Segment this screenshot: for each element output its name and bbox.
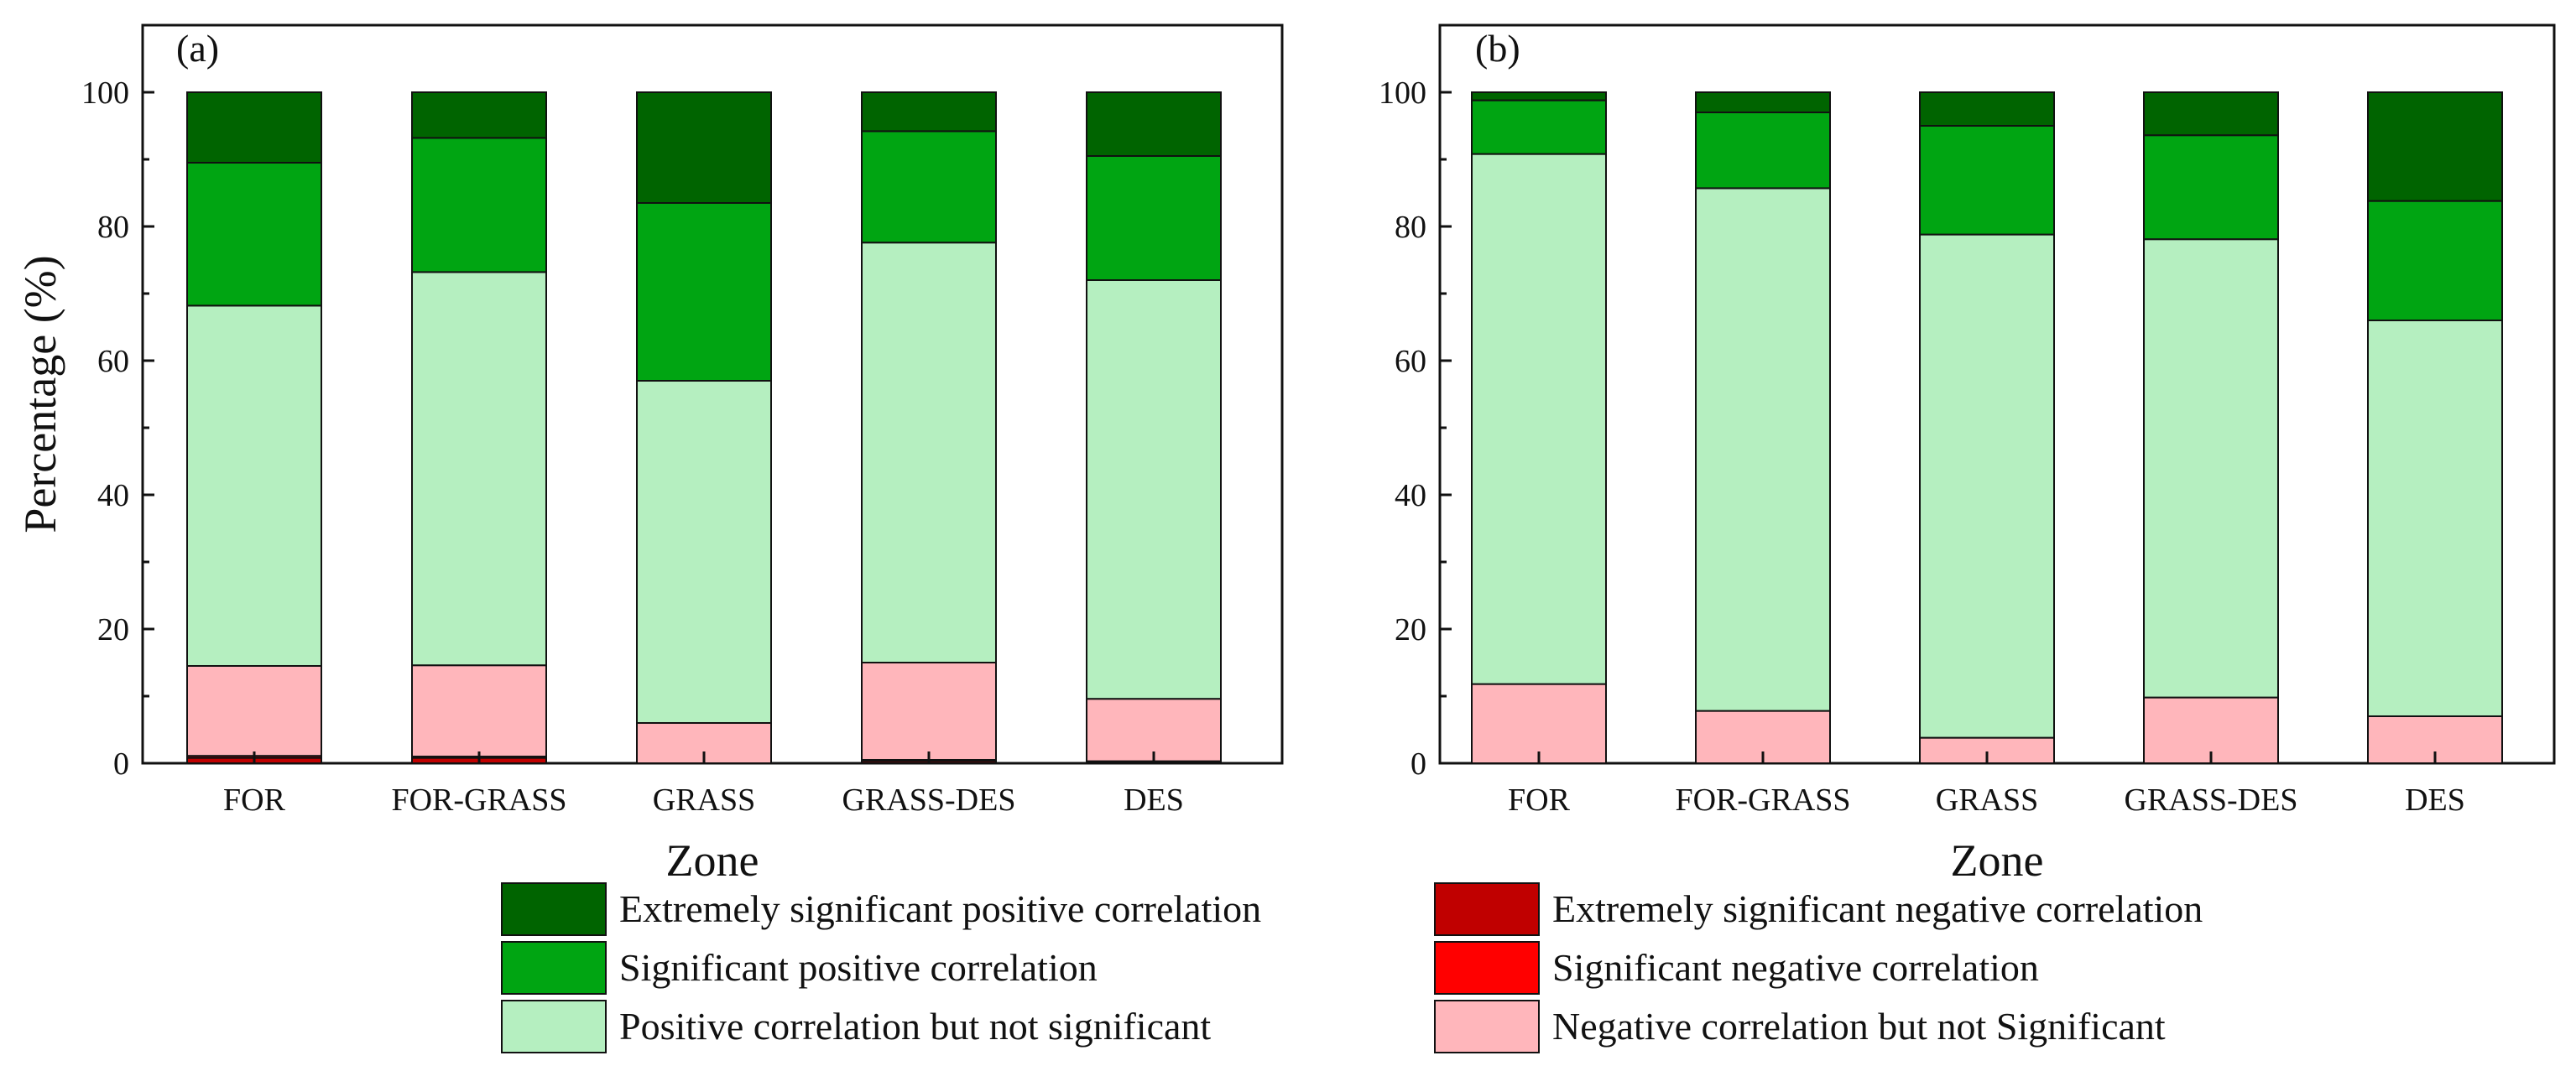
bar-segment-neg-not-sig — [861, 662, 997, 761]
bar-segment-pos-not-sig — [186, 304, 322, 667]
legend-label: Extremely significant positive correlati… — [619, 887, 1261, 930]
bar-segment-neg-not-sig — [411, 664, 547, 758]
bar-segment-sig-pos — [2367, 200, 2503, 321]
bar-segment-pos-not-sig — [411, 271, 547, 667]
bar-segment-extremely-sig-pos — [186, 91, 322, 164]
bar-segment-sig-pos — [861, 130, 997, 244]
panel-b: 0 20 40 60 80 100 FOR FOR-GRASS GRASS GRASS-DES D… — [1379, 23, 2556, 886]
bar-segment-sig-pos — [1919, 125, 2055, 236]
bar-segment-neg-not-sig — [1471, 683, 1607, 764]
y-tick-label: 40 — [1395, 478, 1426, 513]
legend-item: Significant positive correlation — [501, 941, 1098, 995]
x-tick-label: GRASS-DES — [842, 783, 1016, 818]
bar-segment-sig-pos — [2143, 134, 2279, 241]
bars-group — [186, 91, 1222, 765]
y-tick-label: 0 — [1411, 746, 1426, 782]
legend-item: Negative correlation but not Significant — [1434, 1000, 2166, 1053]
bar-segment-extremely-sig-pos — [411, 91, 547, 139]
bar-segment-extremely-sig-pos — [636, 91, 772, 204]
bar-segment-extremely-sig-pos — [1919, 91, 2055, 127]
bar-segment-pos-not-sig — [1919, 233, 2055, 739]
y-tick-label: 20 — [97, 612, 129, 647]
bar-segment-extremely-sig-pos — [2143, 91, 2279, 137]
legend-item: Extremely significant negative correlati… — [1434, 882, 2203, 936]
y-tick-label: 0 — [113, 746, 129, 782]
x-tick-label: FOR-GRASS — [391, 783, 566, 818]
x-tick-label: GRASS-DES — [2125, 783, 2298, 818]
panel-a: 0 20 40 60 80 100 FOR FOR-GRASS GRASS GRASS-DES D… — [15, 23, 1284, 886]
bar-segment-pos-not-sig — [2367, 320, 2503, 717]
bar-segment-sig-pos — [1086, 155, 1222, 281]
x-axis-title: Zone — [1951, 835, 2044, 886]
y-tick-label: 60 — [97, 344, 129, 379]
legend-swatch — [1434, 1000, 1540, 1053]
legend-label: Extremely significant negative correlati… — [1552, 887, 2203, 930]
x-tick-label: GRASS — [653, 783, 756, 818]
legend-label: Significant positive correlation — [619, 946, 1098, 989]
legend-swatch — [501, 1000, 607, 1053]
panel-label: (b) — [1475, 27, 1520, 70]
bar-segment-extremely-sig-pos — [1471, 91, 1607, 101]
bar-segment-sig-pos — [636, 202, 772, 382]
bar-segment-sig-pos — [411, 137, 547, 273]
y-tick-label: 40 — [97, 478, 129, 513]
panel-label: (a) — [176, 27, 219, 70]
bar-segment-neg-not-sig — [186, 665, 322, 757]
y-tick-label: 80 — [97, 210, 129, 245]
x-tick-label: FOR — [223, 783, 286, 818]
legend-label: Negative correlation but not Significant — [1552, 1005, 2166, 1048]
bar-segment-pos-not-sig — [1695, 187, 1831, 712]
legend-swatch — [501, 882, 607, 936]
bar-segment-pos-not-sig — [2143, 238, 2279, 699]
legend-label: Positive correlation but not significant — [619, 1005, 1211, 1048]
legend-swatch — [1434, 882, 1540, 936]
x-tick-label: DES — [2405, 783, 2465, 818]
bar-segment-extremely-sig-pos — [1086, 91, 1222, 157]
bar-segment-pos-not-sig — [1471, 153, 1607, 685]
x-tick-label: GRASS — [1936, 783, 2039, 818]
y-axis-ticks: 0 20 40 60 80 100 — [81, 75, 154, 782]
x-tick-label: DES — [1124, 783, 1184, 818]
y-axis-title: Percentage (%) — [15, 255, 65, 533]
bar-segment-extremely-sig-pos — [861, 91, 997, 133]
y-tick-label: 100 — [1379, 75, 1426, 111]
legend-swatch — [501, 941, 607, 995]
bar-segment-sig-pos — [186, 162, 322, 307]
bar-segment-sig-pos — [1471, 99, 1607, 155]
legend-item: Extremely significant positive correlati… — [501, 882, 1261, 936]
bar-segment-extremely-sig-pos — [2367, 91, 2503, 202]
bar-segment-pos-not-sig — [636, 380, 772, 724]
bar-segment-extremely-sig-pos — [1695, 91, 1831, 113]
y-tick-label: 20 — [1395, 612, 1426, 647]
legend-swatch — [1434, 941, 1540, 995]
bar-segment-pos-not-sig — [1086, 279, 1222, 700]
x-axis-ticks: FOR FOR-GRASS GRASS GRASS-DES DES — [1508, 751, 2465, 818]
bars-group — [1471, 91, 2503, 764]
bar-segment-sig-pos — [1695, 112, 1831, 190]
legend: Extremely significant positive correlati… — [501, 882, 2203, 1053]
legend-label: Significant negative correlation — [1552, 946, 2039, 989]
x-axis-ticks: FOR FOR-GRASS GRASS GRASS-DES DES — [223, 751, 1184, 818]
legend-item: Positive correlation but not significant — [501, 1000, 1211, 1053]
x-tick-label: FOR-GRASS — [1675, 783, 1850, 818]
x-tick-label: FOR — [1508, 783, 1571, 818]
y-tick-label: 60 — [1395, 344, 1426, 379]
legend-item: Significant negative correlation — [1434, 941, 2039, 995]
y-tick-label: 100 — [81, 75, 129, 111]
x-axis-title: Zone — [666, 835, 759, 886]
y-axis-ticks: 0 20 40 60 80 100 — [1379, 75, 1452, 782]
bar-segment-pos-not-sig — [861, 242, 997, 663]
y-tick-label: 80 — [1395, 210, 1426, 245]
